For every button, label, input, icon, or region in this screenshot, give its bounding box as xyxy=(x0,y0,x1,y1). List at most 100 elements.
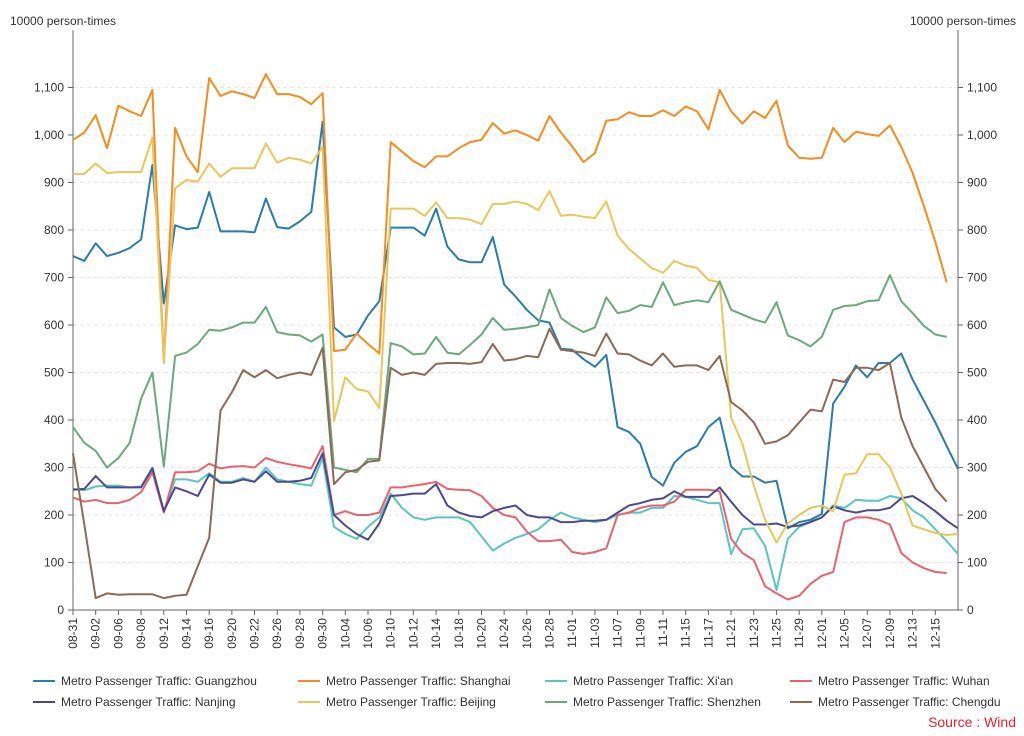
x-tick-label: 09-28 xyxy=(293,618,307,649)
x-tick-label: 11-23 xyxy=(747,618,761,648)
x-tick-label: 09-02 xyxy=(89,618,103,649)
x-tick-label: 09-30 xyxy=(316,618,330,649)
x-tick-label: 10-10 xyxy=(384,618,398,649)
x-tick-label: 09-22 xyxy=(248,618,262,649)
x-tick-label: 11-11 xyxy=(656,618,670,647)
y-tick-label-right: 300 xyxy=(967,461,987,475)
x-tick-label: 10-18 xyxy=(452,618,466,649)
right-axis-unit-label: 10000 person-times xyxy=(909,14,1016,28)
legend-swatch xyxy=(790,701,812,703)
x-tick-label: 12-09 xyxy=(883,618,897,649)
series-line-1 xyxy=(72,120,959,530)
x-tick-label: 09-26 xyxy=(270,618,284,649)
x-tick-label: 10-28 xyxy=(543,618,557,649)
x-tick-label: 09-08 xyxy=(134,618,148,649)
y-tick-label-left: 700 xyxy=(44,271,64,285)
legend-item[interactable]: Metro Passenger Traffic: Shenzhen xyxy=(545,695,761,709)
legend-item[interactable]: Metro Passenger Traffic: Shanghai xyxy=(298,674,511,688)
legend-label: Metro Passenger Traffic: Beijing xyxy=(326,695,496,709)
y-tick-label-left: 400 xyxy=(44,413,64,427)
y-tick-label-left: 1,100 xyxy=(34,81,64,95)
y-tick-label-left: 300 xyxy=(44,461,64,475)
y-tick-label-right: 700 xyxy=(967,271,987,285)
legend-label: Metro Passenger Traffic: Wuhan xyxy=(818,674,990,688)
y-tick-label-right: 0 xyxy=(967,603,974,617)
left-axis-unit-label: 10000 person-times xyxy=(10,14,117,28)
y-tick-label-right: 800 xyxy=(967,223,987,237)
x-tick-label: 09-06 xyxy=(111,618,125,649)
y-tick-label-left: 500 xyxy=(44,366,64,380)
legend-item[interactable]: Metro Passenger Traffic: Chengdu xyxy=(790,695,1001,709)
x-tick-label: 12-05 xyxy=(838,618,852,649)
x-tick-label: 11-07 xyxy=(611,618,625,648)
x-tick-label: 10-06 xyxy=(361,618,375,649)
x-tick-label: 10-20 xyxy=(474,618,488,649)
x-tick-label: 09-16 xyxy=(202,618,216,649)
legend-item[interactable]: Metro Passenger Traffic: Nanjing xyxy=(33,695,236,709)
legend-label: Metro Passenger Traffic: Chengdu xyxy=(818,695,1001,709)
series-line-7 xyxy=(72,274,947,474)
legend-label: Metro Passenger Traffic: Shanghai xyxy=(326,674,511,688)
source-label: Source : Wind xyxy=(928,714,1016,730)
series-line-2 xyxy=(72,73,948,364)
legend-item[interactable]: Metro Passenger Traffic: Beijing xyxy=(298,695,496,709)
legend-swatch xyxy=(298,680,320,682)
series-line-5 xyxy=(72,452,959,541)
axes: 0 0 100 100 200 200 300 300 400 400 500 500 600 600 70… xyxy=(34,30,997,649)
x-tick-label: 12-13 xyxy=(906,618,920,649)
x-tick-label: 10-04 xyxy=(338,618,352,649)
x-tick-label: 11-17 xyxy=(701,618,715,648)
y-tick-label-left: 600 xyxy=(44,318,64,332)
x-tick-label: 10-12 xyxy=(406,618,420,649)
x-tick-label: 09-14 xyxy=(179,618,193,649)
series-lines xyxy=(72,73,959,601)
y-tick-label-right: 1,000 xyxy=(967,128,997,142)
x-tick-label: 11-03 xyxy=(588,618,602,648)
legend-label: Metro Passenger Traffic: Xi'an xyxy=(573,674,734,688)
legend-item[interactable]: Metro Passenger Traffic: Guangzhou xyxy=(33,674,257,688)
y-tick-label-right: 600 xyxy=(967,318,987,332)
x-tick-label: 11-25 xyxy=(769,618,783,648)
x-tick-label: 12-15 xyxy=(928,618,942,649)
y-tick-label-right: 500 xyxy=(967,366,987,380)
legend-swatch xyxy=(33,701,55,703)
x-tick-label: 10-26 xyxy=(520,618,534,649)
y-tick-label-right: 100 xyxy=(967,556,987,570)
y-tick-label-left: 900 xyxy=(44,176,64,190)
legend-item[interactable]: Metro Passenger Traffic: Xi'an xyxy=(545,674,733,688)
legend-swatch xyxy=(298,701,320,703)
y-tick-label-left: 0 xyxy=(57,603,64,617)
y-tick-label-left: 200 xyxy=(44,508,64,522)
y-tick-label-right: 200 xyxy=(967,508,987,522)
x-tick-label: 11-01 xyxy=(565,618,579,648)
x-tick-label: 10-14 xyxy=(429,618,443,649)
legend-swatch xyxy=(545,701,567,703)
series-line-6 xyxy=(73,136,959,544)
x-tick-label: 11-09 xyxy=(633,618,647,648)
gridlines xyxy=(73,87,958,563)
x-tick-label: 10-24 xyxy=(497,618,511,649)
legend-swatch xyxy=(33,680,55,682)
series-line-8 xyxy=(72,327,948,600)
legend-label: Metro Passenger Traffic: Shenzhen xyxy=(573,695,761,709)
x-tick-label: 08-31 xyxy=(66,618,80,649)
y-tick-label-left: 100 xyxy=(44,556,64,570)
legend-item[interactable]: Metro Passenger Traffic: Wuhan xyxy=(790,674,990,688)
x-tick-label: 11-29 xyxy=(792,618,806,648)
series-line-4 xyxy=(72,445,947,601)
y-tick-label-right: 900 xyxy=(967,176,987,190)
x-tick-label: 11-21 xyxy=(724,618,738,648)
y-tick-label-left: 1,000 xyxy=(34,128,64,142)
legend-swatch xyxy=(545,680,567,682)
x-tick-label: 12-01 xyxy=(815,618,829,649)
legend-label: Metro Passenger Traffic: Nanjing xyxy=(61,695,236,709)
legend-swatch xyxy=(790,680,812,682)
x-tick-label: 11-15 xyxy=(679,618,693,648)
x-tick-label: 09-20 xyxy=(225,618,239,649)
y-tick-label-right: 400 xyxy=(967,413,987,427)
y-tick-label-right: 1,100 xyxy=(967,81,997,95)
x-tick-label: 09-12 xyxy=(157,618,171,649)
y-tick-label-left: 800 xyxy=(44,223,64,237)
legend-label: Metro Passenger Traffic: Guangzhou xyxy=(61,674,257,688)
